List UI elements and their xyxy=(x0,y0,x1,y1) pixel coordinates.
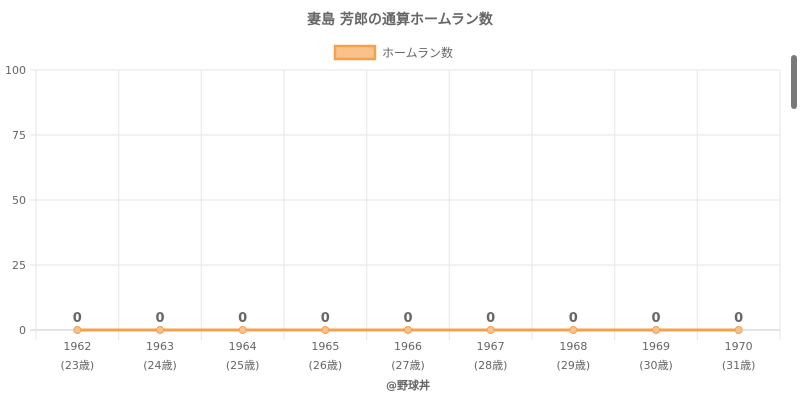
x-tick-sublabel: (27歳) xyxy=(391,359,425,372)
x-tick-sublabel: (25歳) xyxy=(226,359,260,372)
data-point[interactable] xyxy=(734,326,743,334)
data-point[interactable] xyxy=(652,326,660,334)
data-point[interactable] xyxy=(156,326,164,334)
x-tick-sublabel: (23歳) xyxy=(61,359,95,372)
chart-title: 妻島 芳郎の通算ホームラン数 xyxy=(307,11,494,28)
data-point[interactable] xyxy=(321,326,330,334)
legend-swatch xyxy=(333,44,377,61)
x-tick-sublabel: (28歳) xyxy=(474,359,508,372)
x-tick-sublabel: (24歳) xyxy=(143,359,177,372)
x-tick-sublabel: (29歳) xyxy=(557,359,591,372)
x-axis: 1962 (23歳) 1963 (24歳) 1964 (25歳) 1965 (26歳) 1966… xyxy=(61,340,756,372)
x-tick-sublabel: (26歳) xyxy=(309,359,343,372)
data-label: 0 xyxy=(486,311,495,326)
data-point[interactable] xyxy=(238,326,247,334)
data-point[interactable] xyxy=(73,326,82,334)
data-label: 0 xyxy=(651,311,660,326)
grid-lines xyxy=(30,69,781,340)
credit-label: @野球丼 xyxy=(386,378,430,392)
data-label: 0 xyxy=(155,311,164,326)
y-tick-label: 100 xyxy=(5,64,26,77)
x-tick-label: 1966 xyxy=(394,340,422,353)
x-tick-label: 1969 xyxy=(642,340,670,353)
x-tick-sublabel: (30歳) xyxy=(639,359,673,372)
x-tick-label: 1963 xyxy=(146,340,174,353)
y-tick-label: 0 xyxy=(19,324,26,337)
y-tick-label: 75 xyxy=(12,129,26,142)
x-tick-label: 1970 xyxy=(725,340,753,353)
data-label: 0 xyxy=(238,311,247,326)
y-tick-label: 25 xyxy=(12,259,26,272)
y-tick-label: 50 xyxy=(12,194,26,207)
x-tick-label: 1967 xyxy=(477,340,505,353)
data-label: 0 xyxy=(734,311,743,326)
data-label: 0 xyxy=(403,311,412,326)
legend[interactable]: ホームラン数 xyxy=(333,44,453,61)
data-point[interactable] xyxy=(486,326,495,334)
scrollbar-thumb[interactable] xyxy=(791,55,797,109)
data-point[interactable] xyxy=(404,326,412,334)
x-tick-label: 1962 xyxy=(63,340,91,353)
x-tick-sublabel: (31歳) xyxy=(722,359,756,372)
legend-label: ホームラン数 xyxy=(382,45,453,60)
x-tick-label: 1968 xyxy=(559,340,587,353)
x-tick-label: 1965 xyxy=(311,340,339,353)
data-label: 0 xyxy=(569,311,578,326)
data-point[interactable] xyxy=(569,326,578,334)
x-tick-label: 1964 xyxy=(229,340,257,353)
data-label: 0 xyxy=(321,311,330,326)
y-axis: 0 25 50 75 100 xyxy=(5,64,26,337)
series-line: 0 0 0 0 0 0 0 0 0 xyxy=(73,311,743,334)
data-label: 0 xyxy=(73,311,82,326)
